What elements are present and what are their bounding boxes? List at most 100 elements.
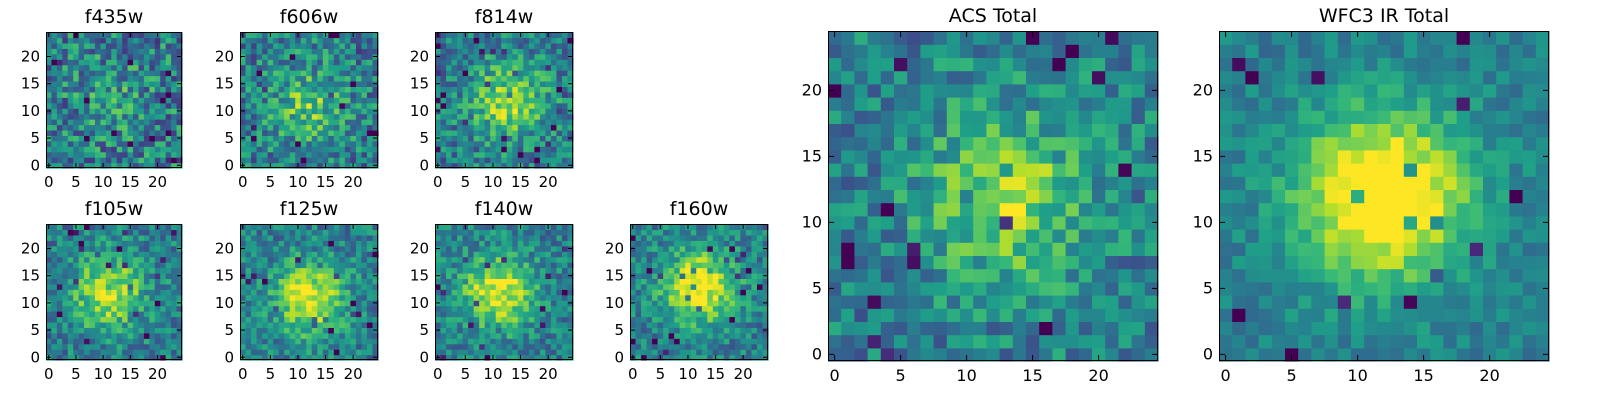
heatmap-cell bbox=[278, 80, 285, 87]
heatmap-cell bbox=[89, 124, 96, 131]
heatmap-cell bbox=[690, 294, 697, 301]
heatmap-cell bbox=[501, 59, 508, 66]
heatmap-cell bbox=[122, 316, 129, 323]
heatmap-cell bbox=[328, 278, 335, 285]
heatmap-cell bbox=[506, 327, 513, 334]
heatmap-cell bbox=[311, 321, 318, 328]
heatmap-cell bbox=[355, 224, 363, 231]
heatmap-cell bbox=[284, 251, 291, 258]
heatmap-cell bbox=[479, 283, 486, 290]
heatmap-cell bbox=[355, 108, 363, 115]
heatmap-cell bbox=[339, 316, 346, 323]
heatmap-cell bbox=[245, 113, 252, 120]
heatmap-cell bbox=[723, 321, 730, 328]
heatmap-cell bbox=[138, 305, 145, 312]
heatmap-cell bbox=[67, 251, 74, 258]
heatmap-cell bbox=[762, 321, 769, 328]
heatmap-cell bbox=[273, 316, 280, 323]
heatmap-cell bbox=[251, 300, 258, 307]
heatmap-cell bbox=[138, 256, 145, 263]
heatmap-cell bbox=[122, 124, 129, 131]
heatmap-cell bbox=[567, 146, 574, 153]
heatmap-cell bbox=[635, 229, 642, 236]
heatmap-cell bbox=[920, 281, 935, 296]
heatmap-cell bbox=[105, 97, 112, 104]
heatmap-cell bbox=[495, 354, 502, 361]
heatmap-cell bbox=[1118, 268, 1133, 283]
heatmap-cell bbox=[462, 157, 469, 164]
heatmap-cell bbox=[550, 289, 558, 296]
heatmap-cell bbox=[328, 354, 335, 361]
heatmap-cell bbox=[267, 75, 274, 82]
heatmap-cell bbox=[446, 283, 453, 290]
heatmap-cell bbox=[561, 75, 569, 82]
heatmap-cell bbox=[78, 140, 85, 147]
heatmap-cell bbox=[435, 332, 442, 339]
heatmap-cell bbox=[256, 32, 263, 39]
heatmap-cell bbox=[245, 32, 252, 39]
heatmap-cell bbox=[154, 305, 161, 312]
heatmap-cell bbox=[251, 354, 258, 361]
heatmap-cell bbox=[94, 300, 101, 307]
heatmap-cell bbox=[328, 80, 335, 87]
heatmap-cell bbox=[690, 245, 697, 252]
heatmap-cell bbox=[100, 86, 107, 93]
heatmap-cell bbox=[138, 321, 145, 328]
heatmap-cell bbox=[295, 75, 302, 82]
heatmap-cell bbox=[668, 332, 675, 339]
heatmap-cell bbox=[484, 234, 491, 241]
y-tick-label: 0 bbox=[224, 156, 234, 174]
heatmap-cell bbox=[506, 70, 513, 77]
heatmap-cell bbox=[473, 289, 480, 296]
heatmap-cell bbox=[490, 64, 497, 71]
y-tick-label: 5 bbox=[419, 321, 429, 339]
heatmap-cell bbox=[355, 229, 363, 236]
heatmap-cell bbox=[78, 245, 85, 252]
heatmap-cell bbox=[267, 289, 274, 296]
heatmap-cell bbox=[762, 294, 769, 301]
heatmap-cell bbox=[646, 245, 653, 252]
heatmap-cell bbox=[100, 343, 107, 350]
heatmap-cell bbox=[267, 283, 274, 290]
heatmap-cell bbox=[646, 262, 653, 269]
heatmap-cell bbox=[317, 327, 324, 334]
heatmap-cell bbox=[46, 37, 53, 44]
heatmap-cell bbox=[149, 349, 156, 356]
heatmap-cell bbox=[545, 113, 552, 120]
heatmap-cell bbox=[262, 70, 269, 77]
heatmap-cell bbox=[561, 70, 569, 77]
heatmap-cell bbox=[171, 300, 178, 307]
heatmap-cell bbox=[143, 229, 150, 236]
heatmap-cell bbox=[1131, 281, 1146, 296]
heatmap-cell bbox=[663, 224, 670, 231]
heatmap-cell bbox=[89, 129, 96, 136]
heatmap-cell bbox=[561, 272, 569, 279]
heatmap-cell bbox=[506, 42, 513, 49]
heatmap-cell bbox=[245, 343, 252, 350]
heatmap-cell bbox=[267, 151, 274, 158]
heatmap-cell bbox=[89, 349, 96, 356]
heatmap-cell bbox=[67, 75, 74, 82]
heatmap-cell bbox=[273, 256, 280, 263]
heatmap-cell bbox=[495, 32, 502, 39]
heatmap-cell bbox=[339, 234, 346, 241]
heatmap-cell bbox=[986, 229, 1001, 243]
heatmap-cell bbox=[306, 140, 313, 147]
heatmap-cell bbox=[311, 129, 318, 136]
heatmap-cell bbox=[550, 338, 558, 345]
heatmap-cell bbox=[668, 338, 675, 345]
heatmap-cell bbox=[284, 91, 291, 98]
heatmap-cell bbox=[176, 124, 183, 131]
heatmap-cell bbox=[1052, 308, 1067, 322]
heatmap-cell bbox=[56, 146, 63, 153]
heatmap-cell bbox=[56, 251, 63, 258]
heatmap-cell bbox=[1131, 308, 1146, 322]
heatmap-cell bbox=[116, 245, 123, 252]
heatmap-cell bbox=[567, 316, 574, 323]
heatmap-cell bbox=[545, 146, 552, 153]
heatmap-cell bbox=[501, 229, 508, 236]
heatmap-cell bbox=[78, 305, 85, 312]
heatmap-cell bbox=[361, 97, 368, 104]
heatmap-cell bbox=[89, 97, 96, 104]
heatmap-cell bbox=[171, 267, 178, 274]
